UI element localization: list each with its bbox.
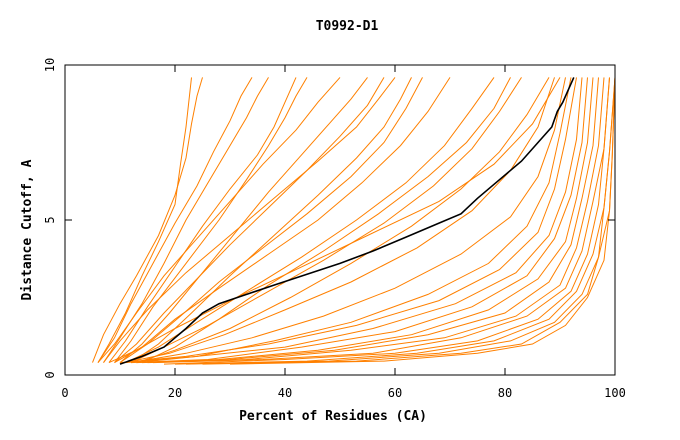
y-tick-label-0: 0 <box>43 371 57 378</box>
chart-title: T0992-D1 <box>316 19 379 34</box>
x-tick-label-100: 100 <box>604 386 626 400</box>
series-line-11 <box>136 77 550 364</box>
series-line-4 <box>108 77 297 363</box>
series-line-33 <box>97 77 253 363</box>
x-tick-label-20: 20 <box>168 386 182 400</box>
series-layer <box>92 77 616 365</box>
series-line-32 <box>103 77 396 363</box>
x-tick-label-80: 80 <box>498 386 512 400</box>
series-line-30 <box>130 77 412 364</box>
series-line-24 <box>185 77 616 365</box>
series-line-29 <box>119 77 368 363</box>
series-line-2 <box>97 77 192 363</box>
series-line-5 <box>97 77 341 363</box>
series-line-1 <box>92 77 203 363</box>
series-line-18 <box>136 77 594 364</box>
series-line-21 <box>152 77 610 364</box>
series-line-8 <box>114 77 451 364</box>
highlight-series-line <box>119 77 575 365</box>
x-tick-label-60: 60 <box>388 386 402 400</box>
y-tick-label-5: 5 <box>43 216 57 223</box>
series-line-26 <box>229 77 616 365</box>
series-line-6 <box>114 77 385 363</box>
series-line-16 <box>125 77 583 364</box>
series-line-13 <box>130 77 566 364</box>
y-axis-label: Distance Cutoff, A <box>20 159 35 300</box>
x-tick-label-0: 0 <box>61 386 68 400</box>
series-line-22 <box>163 77 610 365</box>
series-line-17 <box>130 77 588 364</box>
series-line-28 <box>114 77 308 363</box>
highlight-layer <box>119 77 575 365</box>
y-tick-label-10: 10 <box>43 58 57 72</box>
x-tick-label-40: 40 <box>278 386 292 400</box>
series-line-12 <box>125 77 555 364</box>
series-line-15 <box>119 77 577 364</box>
series-line-19 <box>141 77 599 364</box>
series-line-31 <box>141 77 511 364</box>
series-line-7 <box>119 77 423 364</box>
x-axis-ticks: 0 20 40 60 80 100 <box>61 65 626 400</box>
series-line-27 <box>108 77 561 364</box>
y-axis-ticks: 0 5 10 <box>43 58 615 379</box>
x-axis-label: Percent of Residues (CA) <box>239 409 427 424</box>
series-line-20 <box>147 77 605 364</box>
